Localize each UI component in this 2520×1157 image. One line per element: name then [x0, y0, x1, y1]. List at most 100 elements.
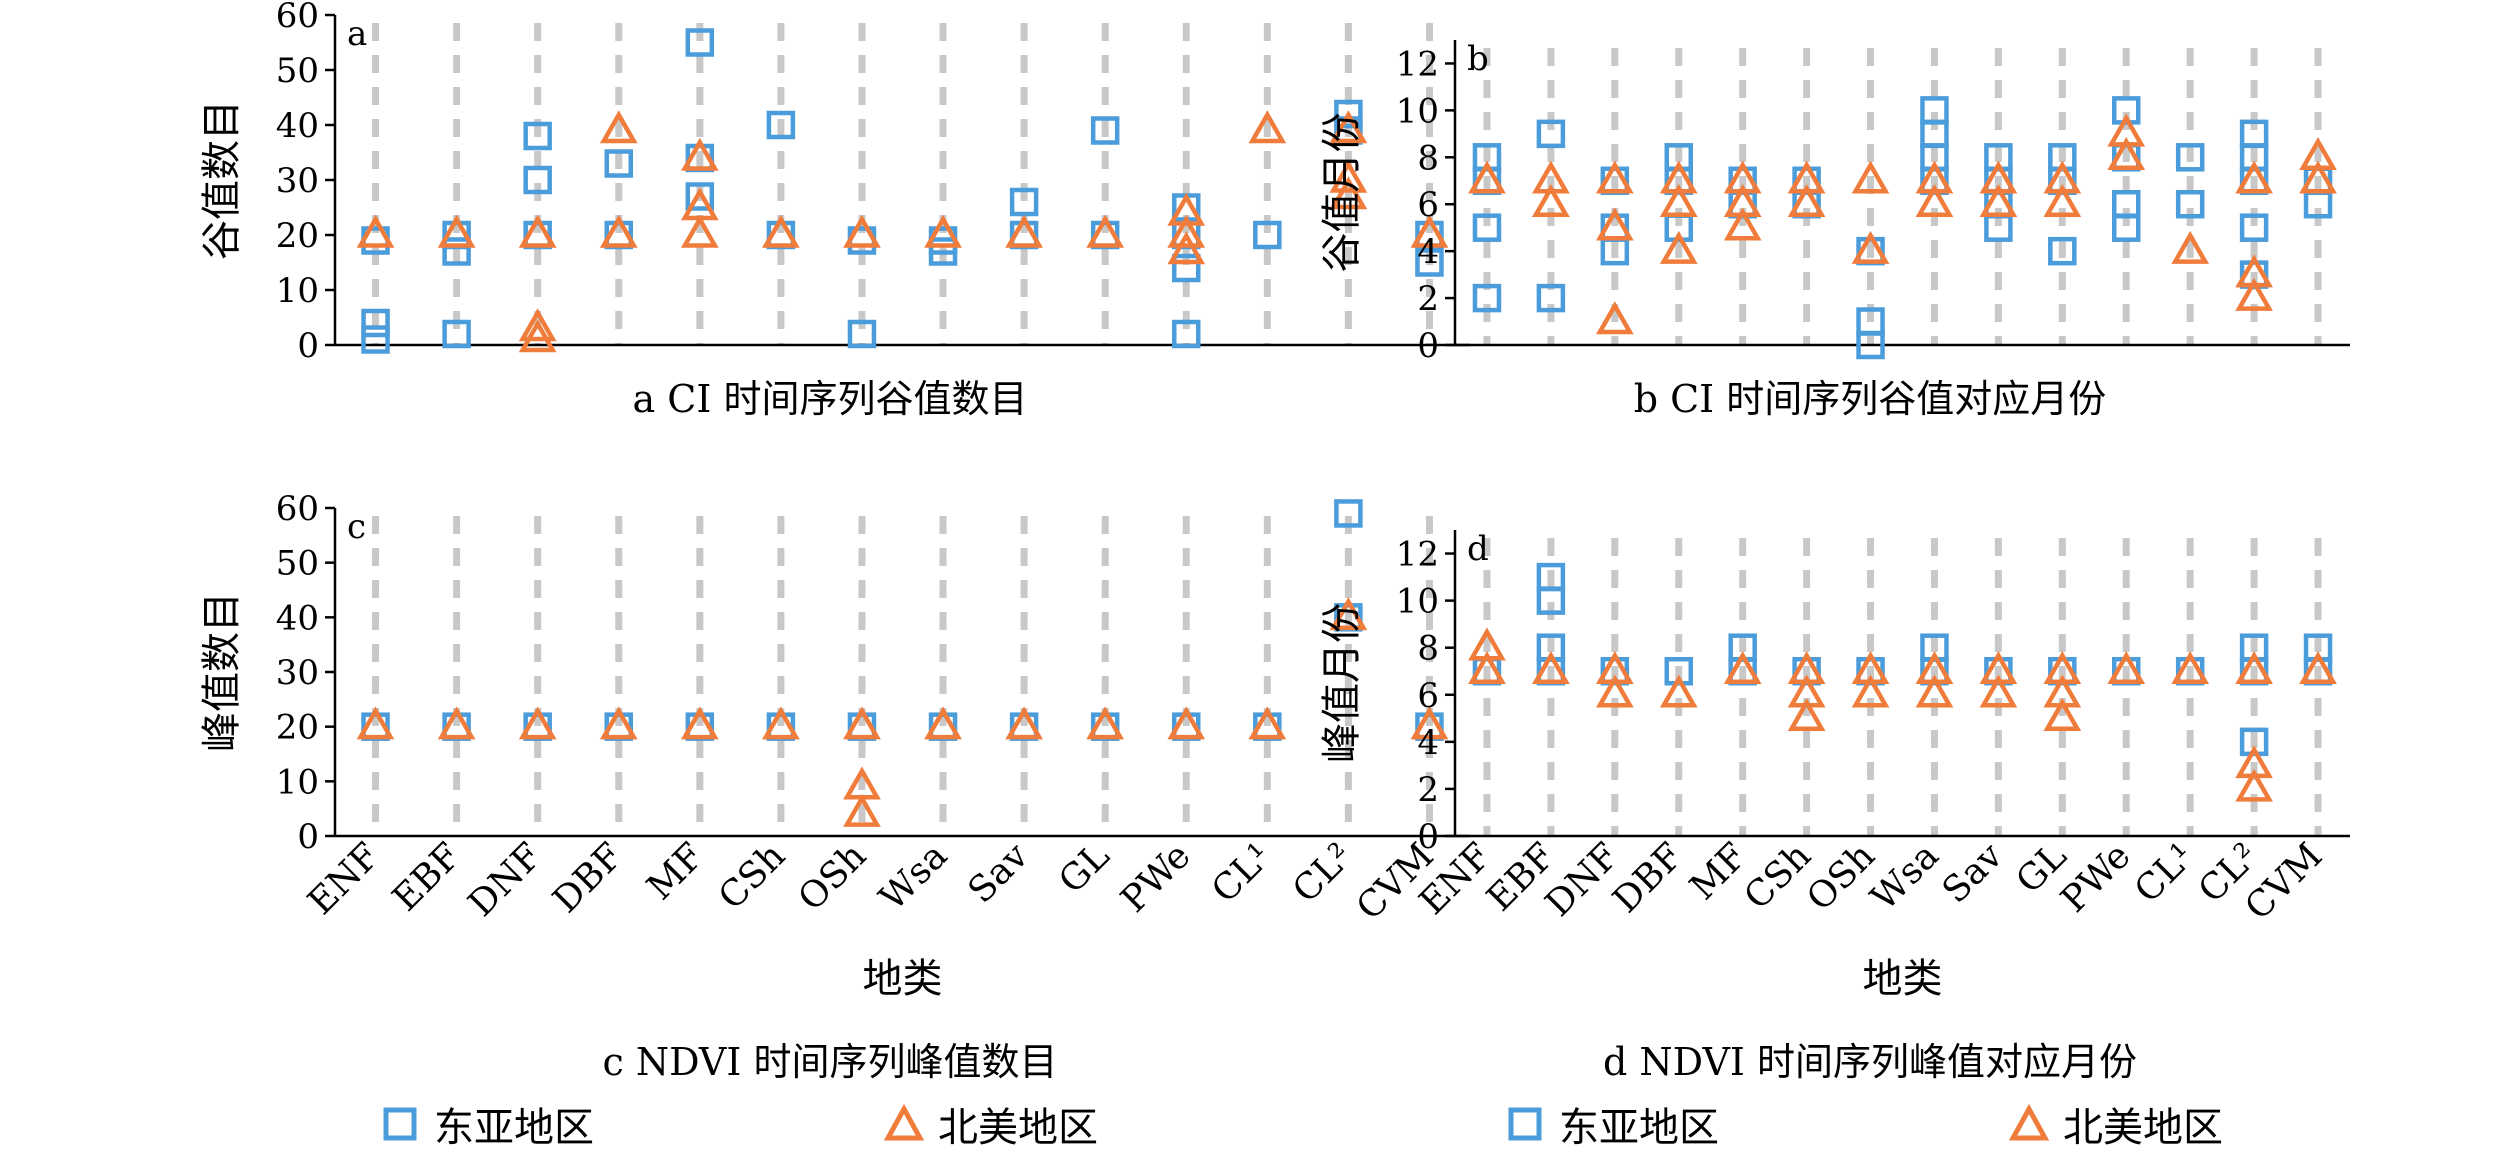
- east-asia-point: [1172, 253, 1201, 283]
- legend-triangle-icon: [884, 1104, 924, 1141]
- north-america-point: [2043, 160, 2082, 194]
- y-tick-label: 10: [276, 271, 319, 311]
- north-america-point: [1659, 674, 1698, 708]
- north-america-point: [762, 214, 800, 248]
- north-america-point: [924, 706, 962, 740]
- legend-item-east-asia: 东亚地区: [380, 1095, 594, 1153]
- north-america-point: [2171, 230, 2210, 264]
- legend-label-east-asia: 东亚地区: [1559, 1105, 1719, 1151]
- north-america-point: [2107, 113, 2146, 147]
- legend-square-icon: [383, 1107, 417, 1141]
- north-america-point: [1167, 231, 1206, 265]
- east-asia-point: [442, 237, 471, 266]
- x-tick-label: OSh: [1799, 835, 1883, 919]
- east-asia-point: [1334, 99, 1363, 129]
- north-america-point: [1167, 214, 1206, 248]
- north-america-point: [1248, 110, 1287, 144]
- north-america-point: [437, 214, 476, 248]
- y-tick-label: 6: [1417, 185, 1439, 225]
- north-america-point: [843, 793, 881, 827]
- north-america-point: [1979, 650, 2018, 684]
- north-america-point: [1659, 230, 1698, 264]
- chart-title: a CI 时间序列谷值数目: [633, 377, 1028, 421]
- east-asia-point: [1856, 307, 1885, 336]
- north-america-point: [1468, 627, 1506, 661]
- north-america-point: [1787, 674, 1826, 708]
- x-tick-label: Sav: [960, 835, 1036, 911]
- north-america-point: [1787, 650, 1826, 684]
- north-america-point: [2235, 745, 2273, 779]
- north-america-point: [1723, 650, 1762, 684]
- north-america-point: [599, 706, 638, 740]
- north-america-point: [1595, 650, 1634, 684]
- north-america-point: [1595, 207, 1634, 241]
- east-asia-point: [1920, 96, 1949, 125]
- east-asia-point: [2112, 189, 2141, 219]
- north-america-point: [680, 137, 719, 171]
- y-tick-label: 30: [276, 161, 319, 201]
- y-tick-label: 4: [1417, 723, 1439, 763]
- north-america-point: [1532, 650, 1570, 684]
- north-america-point: [1329, 110, 1368, 144]
- north-america-point: [1532, 160, 1570, 194]
- north-america-point: [1723, 183, 1762, 217]
- north-america-point: [599, 110, 638, 144]
- x-tick-label: CSh: [711, 835, 793, 917]
- north-america-point: [518, 214, 557, 248]
- east-asia-point: [442, 319, 471, 349]
- north-america-point: [1723, 207, 1762, 241]
- x-axis-label: 地类: [1863, 956, 1943, 1002]
- x-tick-label: CL¹: [2127, 835, 2203, 911]
- north-america-point: [762, 706, 800, 740]
- east-asia-point: [1009, 187, 1039, 217]
- north-america-point: [1595, 301, 1634, 335]
- north-america-point: [1787, 698, 1826, 732]
- x-tick-label: Wsa: [872, 835, 955, 918]
- y-tick-label: 40: [276, 598, 319, 638]
- y-tick-label: 40: [276, 106, 319, 146]
- east-asia-point: [1334, 499, 1363, 528]
- x-tick-label: Sav: [1935, 835, 2011, 911]
- north-america-point: [1915, 183, 1954, 217]
- north-america-point: [924, 214, 962, 248]
- east-asia-point: [523, 165, 552, 195]
- y-tick-label: 2: [1417, 770, 1439, 810]
- north-america-point: [2299, 650, 2337, 684]
- panel-letter: d: [1467, 529, 1489, 569]
- y-tick-label: 2: [1417, 279, 1439, 319]
- east-asia-point: [685, 28, 715, 57]
- north-america-point: [1468, 650, 1506, 684]
- east-asia-point: [523, 121, 552, 151]
- north-america-point: [2043, 674, 2082, 708]
- y-tick-label: 0: [1417, 326, 1439, 366]
- y-tick-label: 10: [1396, 91, 1439, 131]
- legend-item-north-america: 北美地区: [2009, 1095, 2223, 1153]
- east-asia-point: [2048, 236, 2077, 266]
- east-asia-point: [1090, 116, 1120, 145]
- y-tick-label: 50: [276, 51, 319, 91]
- north-america-point: [356, 706, 395, 740]
- north-america-point: [1410, 214, 1449, 248]
- y-tick-label: 20: [276, 216, 319, 256]
- north-america-point: [843, 766, 881, 800]
- north-america-point: [1532, 183, 1570, 217]
- x-tick-label: OSh: [791, 835, 875, 919]
- north-america-point: [518, 706, 557, 740]
- east-asia-point: [1536, 283, 1566, 313]
- north-america-point: [2235, 254, 2273, 288]
- y-tick-label: 30: [276, 653, 319, 693]
- north-america-point: [2043, 698, 2082, 732]
- x-tick-label: EBF: [385, 835, 469, 919]
- panel-letter: b: [1467, 39, 1489, 79]
- x-tick-label: PWe: [2053, 835, 2138, 920]
- north-america-point: [1005, 214, 1043, 248]
- chart-title: c NDVI 时间序列峰值数目: [603, 1040, 1058, 1084]
- north-america-point: [843, 214, 881, 248]
- y-tick-label: 12: [1396, 44, 1439, 84]
- east-asia-point: [2239, 119, 2269, 149]
- north-america-point: [1851, 674, 1890, 708]
- north-america-point: [680, 706, 719, 740]
- east-asia-point: [604, 149, 633, 178]
- legend-triangle-icon: [2009, 1104, 2049, 1141]
- x-tick-label: MF: [639, 835, 712, 908]
